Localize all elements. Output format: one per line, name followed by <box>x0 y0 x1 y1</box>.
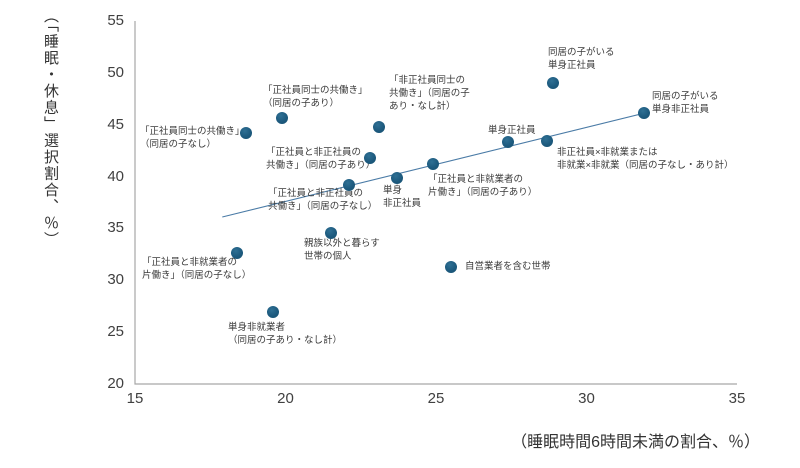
data-point <box>276 112 289 125</box>
x-tick-label: 15 <box>126 390 144 407</box>
point-label: 同居の子がいる 単身非正社員 <box>652 90 719 116</box>
data-point <box>541 135 554 148</box>
y-tick-label: 35 <box>107 219 124 237</box>
point-label-line: 「正社員同士の共働き」 <box>140 126 245 137</box>
x-tick-label: 35 <box>728 390 746 407</box>
data-point <box>502 136 515 149</box>
point-label: 「正社員と非就業者の片働き」（同居の子あり） <box>428 173 537 199</box>
x-tick-label: 30 <box>578 390 595 407</box>
point-label-line: 共働き」（同居の子 <box>389 88 470 99</box>
point-label: 「正社員同士の共働き」 （同居の子なし） <box>140 125 245 151</box>
point-label: 単身正社員 <box>488 124 536 137</box>
x-axis-title: （睡眠時間6時間未満の割合、％） <box>511 434 760 451</box>
point-label-line: 世帯の個人 <box>304 251 352 262</box>
data-point <box>390 171 403 184</box>
data-point <box>240 127 253 139</box>
point-label-line: 自営業者を含む世帯 <box>465 261 551 272</box>
point-label: 非正社員×非就業または非就業×非就業（同居の子なし・あり計） <box>557 146 734 172</box>
y-axis-title: （「睡眠・休息」選択割合、％） <box>42 8 59 248</box>
y-tick-label: 55 <box>107 12 124 29</box>
point-label-line: 片働き」（同居の子あり） <box>428 187 538 198</box>
point-label: 「正社員と非就業者の片働き」（同居の子なし） <box>142 256 251 282</box>
data-point <box>267 306 280 319</box>
point-label-line: 非正社員×非就業または <box>557 147 658 158</box>
point-label-line: あり・なし計） <box>389 101 456 112</box>
point-label-line: 単身非就業者 <box>228 322 286 333</box>
point-label-line: 非正社員 <box>383 198 422 209</box>
point-label-line: 非就業×非就業（同居の子なし・あり計） <box>557 160 734 171</box>
y-tick-label: 30 <box>107 271 124 289</box>
point-label-line: 「非正社員同士の <box>389 75 466 86</box>
point-label-line: 「正社員と非就業者の <box>142 257 238 268</box>
point-label-line: 「正社員と非正社員の <box>268 188 364 199</box>
point-label-line: 共働き」（同居の子あり） <box>266 160 376 171</box>
data-point <box>363 151 376 164</box>
point-label: 単身 非正社員 <box>383 184 421 210</box>
point-label: 「正社員と非正社員の共働き」（同居の子あり） <box>266 146 375 172</box>
point-label-line: 単身正社員 <box>548 60 596 71</box>
x-tick-label: 25 <box>427 390 445 407</box>
point-label-line: 共働き」（同居の子なし） <box>268 201 378 212</box>
point-label-line: 片働き」（同居の子なし） <box>142 270 252 281</box>
point-label-line: 「正社員と非正社員の <box>266 147 362 158</box>
data-point <box>372 120 385 133</box>
point-label-line: 親族以外と暮らす <box>304 238 380 249</box>
y-tick-label: 20 <box>107 375 124 392</box>
point-label-line: 単身 <box>383 185 403 196</box>
point-label-line: （同居の子あり・なし計） <box>228 335 343 346</box>
point-label: 「非正社員同士の 共働き」（同居の子 あり・なし計） <box>389 74 470 113</box>
y-tick-label: 25 <box>107 323 124 341</box>
point-label-line: 同居の子がいる <box>652 91 719 102</box>
point-label: 「正社員と非正社員の共働き」（同居の子なし） <box>268 187 377 213</box>
point-label-line: （同居の子あり） <box>263 98 340 109</box>
point-label: 同居の子がいる 単身正社員 <box>548 46 615 72</box>
data-point <box>445 260 458 273</box>
point-label-line: 単身正社員 <box>488 125 536 136</box>
y-tick-label: 45 <box>107 115 124 133</box>
point-label: 単身非就業者 （同居の子あり・なし計） <box>228 321 342 347</box>
point-label-line: 「正社員同士の共働き」 <box>263 85 368 96</box>
data-point <box>342 178 355 191</box>
data-point <box>547 77 560 90</box>
point-label: 自営業者を含む世帯 <box>465 260 551 273</box>
point-label: 「正社員同士の共働き」 （同居の子あり） <box>263 84 368 110</box>
point-label: 親族以外と暮らす 世帯の個人 <box>304 237 380 263</box>
y-tick-label: 50 <box>107 63 124 81</box>
point-label-line: 単身非正社員 <box>652 104 710 115</box>
data-point <box>426 158 439 171</box>
data-point <box>637 107 650 120</box>
x-tick-label: 20 <box>277 390 294 407</box>
y-tick-label: 40 <box>107 167 124 185</box>
point-label-line: （同居の子なし） <box>140 139 217 150</box>
point-label-line: 同居の子がいる <box>548 47 615 58</box>
point-label-line: 「正社員と非就業者の <box>428 174 524 185</box>
data-point <box>231 247 244 260</box>
data-point <box>324 226 337 239</box>
